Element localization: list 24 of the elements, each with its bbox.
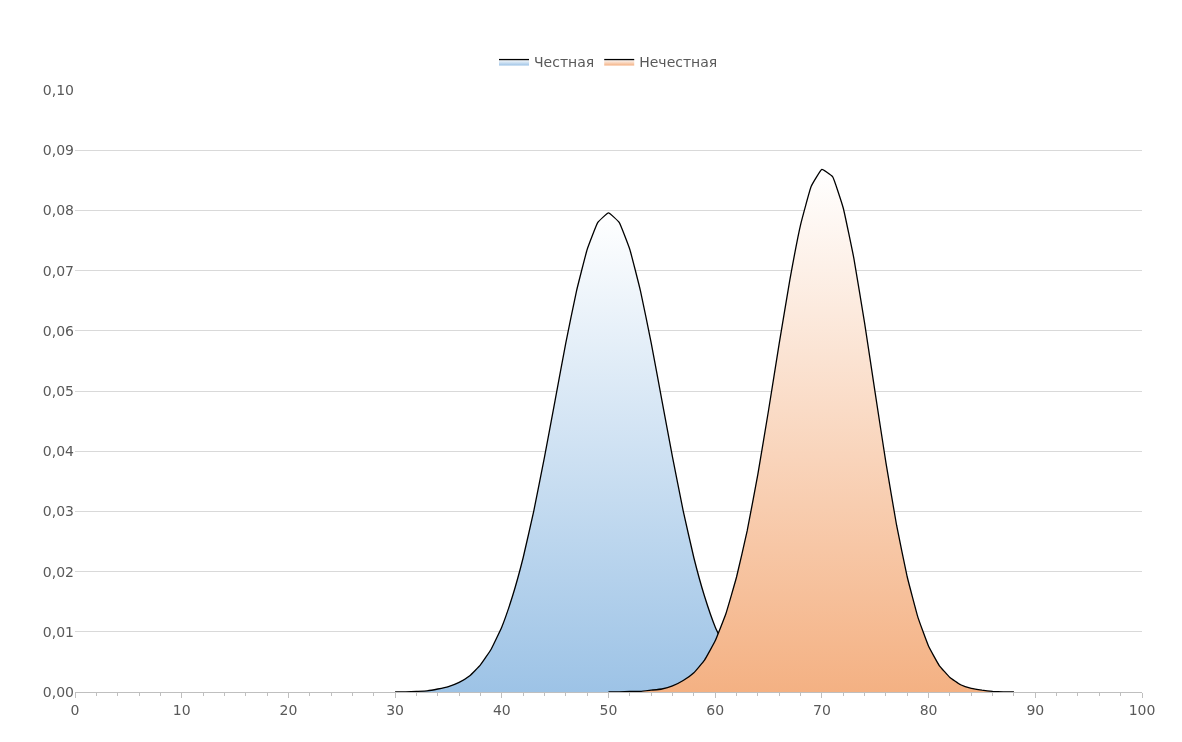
legend-label: Нечестная xyxy=(639,54,718,71)
x-tick-label: 90 xyxy=(1026,701,1045,718)
y-tick-label: 0,05 xyxy=(42,382,74,399)
y-tick-label: 0,08 xyxy=(42,202,74,219)
y-tick-label: 0,00 xyxy=(42,683,74,700)
y-tick-label: 0,04 xyxy=(42,443,75,460)
y-tick-label: 0,06 xyxy=(42,322,75,339)
x-tick-label: 70 xyxy=(812,701,831,718)
x-tick-label: 100 xyxy=(1128,701,1156,718)
y-tick-label: 0,01 xyxy=(42,623,74,640)
x-tick-label: 80 xyxy=(919,701,938,718)
x-tick-label: 50 xyxy=(599,701,618,718)
y-tick-label: 0,02 xyxy=(42,563,74,580)
y-tick-label: 0,10 xyxy=(42,81,74,98)
x-tick-label: 60 xyxy=(706,701,725,718)
y-tick-label: 0,07 xyxy=(42,262,74,279)
x-tick-label: 20 xyxy=(279,701,298,718)
x-tick-label: 0 xyxy=(70,701,80,718)
legend-label: Честная xyxy=(534,54,595,71)
x-tick-label: 30 xyxy=(386,701,405,718)
x-tick-label: 10 xyxy=(172,701,191,718)
x-tick-label: 40 xyxy=(492,701,511,718)
y-tick-label: 0,03 xyxy=(42,503,74,520)
y-tick-label: 0,09 xyxy=(42,142,74,159)
